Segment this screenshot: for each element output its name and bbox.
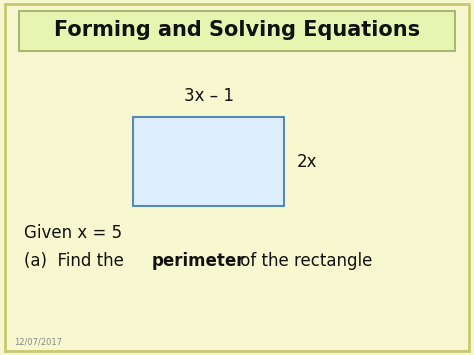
Text: 2x: 2x xyxy=(296,153,317,170)
Bar xyxy=(19,11,455,51)
Text: perimeter: perimeter xyxy=(152,252,246,270)
Text: 3x – 1: 3x – 1 xyxy=(183,87,234,105)
Text: Given x = 5: Given x = 5 xyxy=(24,224,122,241)
Text: of the rectangle: of the rectangle xyxy=(235,252,372,270)
Bar xyxy=(133,117,284,206)
Text: 12/07/2017: 12/07/2017 xyxy=(14,337,62,346)
Text: Forming and Solving Equations: Forming and Solving Equations xyxy=(54,20,420,40)
Text: (a)  Find the: (a) Find the xyxy=(24,252,129,270)
